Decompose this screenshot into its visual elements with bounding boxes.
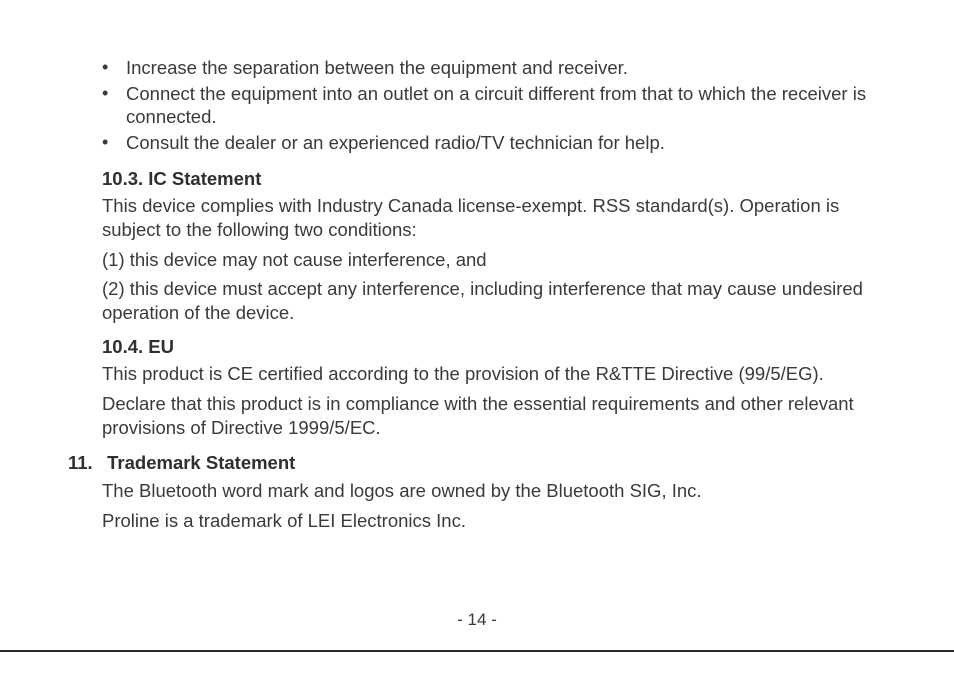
paragraph: This product is CE certified according t… [102,362,886,386]
page-content: • Increase the separation between the eq… [68,56,886,532]
paragraph: (1) this device may not cause interferen… [102,248,886,272]
paragraph: (2) this device must accept any interfer… [102,277,886,324]
list-item-text: Consult the dealer or an experienced rad… [126,131,886,155]
paragraph: This device complies with Industry Canad… [102,194,886,241]
section-heading: 10.3. IC Statement [102,167,886,191]
section-10-3: 10.3. IC Statement This device complies … [68,167,886,325]
paragraph: Declare that this product is in complian… [102,392,886,439]
bullet-list: • Increase the separation between the eq… [68,56,886,155]
paragraph: The Bluetooth word mark and logos are ow… [102,479,886,503]
section-title: IC Statement [148,168,261,189]
section-heading: 11. Trademark Statement [68,451,886,475]
bullet-icon: • [102,56,126,79]
section-title: Trademark Statement [107,452,295,473]
list-item: • Connect the equipment into an outlet o… [68,82,886,129]
section-heading: 10.4. EU [102,335,886,359]
list-item: • Consult the dealer or an experienced r… [68,131,886,155]
footer-rule [0,650,954,652]
list-item: • Increase the separation between the eq… [68,56,886,80]
list-item-text: Connect the equipment into an outlet on … [126,82,886,129]
list-item-text: Increase the separation between the equi… [126,56,886,80]
section-body: The Bluetooth word mark and logos are ow… [68,479,886,532]
section-10-4: 10.4. EU This product is CE certified ac… [68,335,886,440]
bullet-icon: • [102,82,126,105]
section-title: EU [148,336,174,357]
page-number: - 14 - [0,610,954,630]
document-page: • Increase the separation between the eq… [0,0,954,682]
section-number: 10.4. [102,335,143,359]
section-11: 11. Trademark Statement The Bluetooth wo… [68,451,886,532]
section-number: 11. [68,451,102,475]
paragraph: Proline is a trademark of LEI Electronic… [102,509,886,533]
bullet-icon: • [102,131,126,154]
section-number: 10.3. [102,167,143,191]
